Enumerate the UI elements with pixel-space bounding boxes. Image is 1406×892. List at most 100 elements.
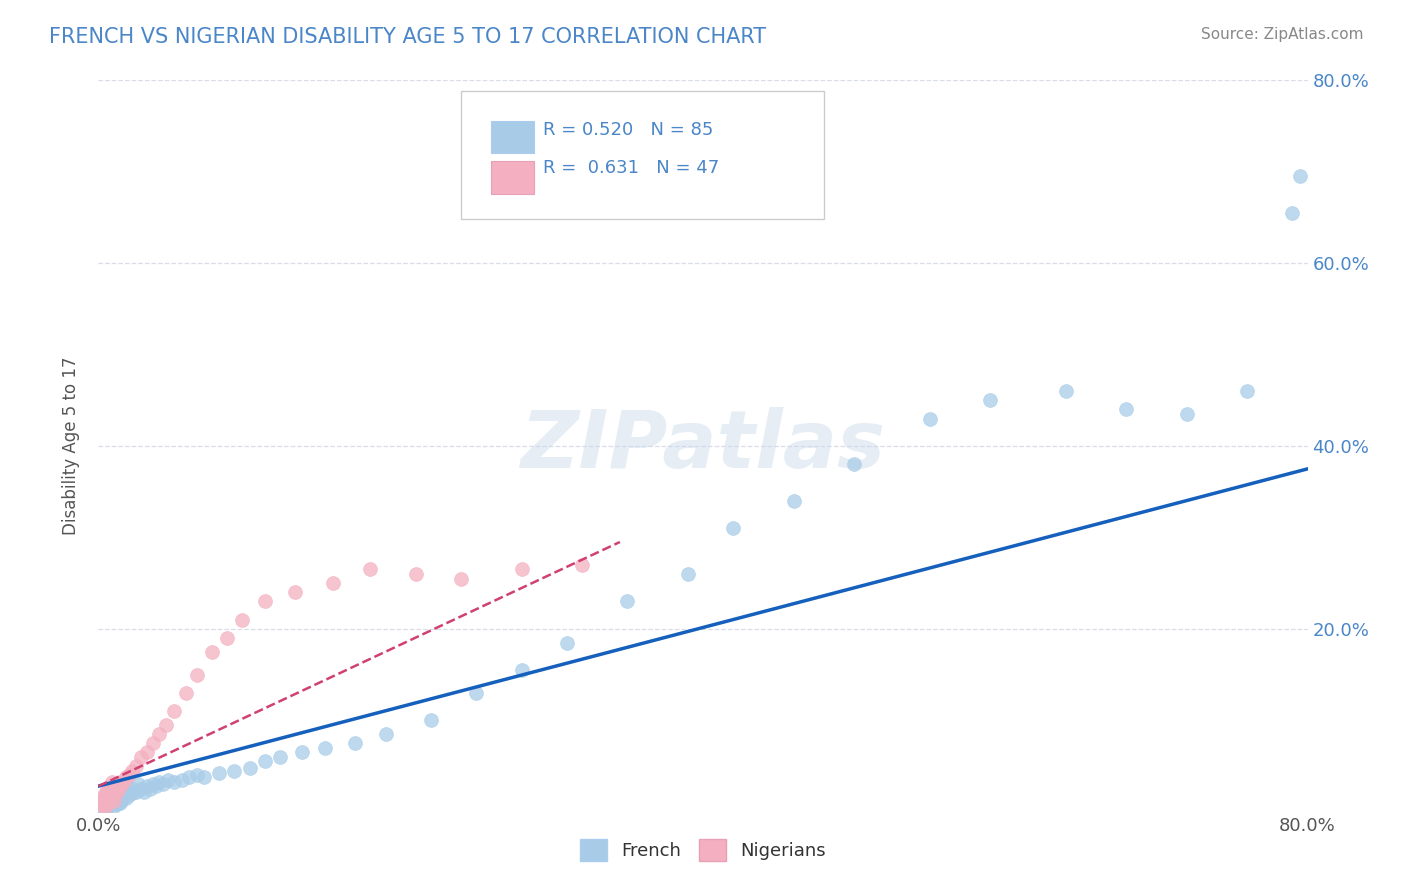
Point xyxy=(115,787,138,801)
Point xyxy=(723,521,745,535)
FancyBboxPatch shape xyxy=(492,161,534,194)
Point xyxy=(110,784,132,798)
Point xyxy=(155,718,177,732)
Point xyxy=(98,798,121,813)
Point xyxy=(139,781,162,796)
Point xyxy=(291,745,314,759)
Point xyxy=(142,777,165,791)
Point xyxy=(127,777,149,791)
Point xyxy=(344,736,367,750)
Point xyxy=(100,796,122,810)
Point xyxy=(96,787,118,801)
Point xyxy=(105,784,128,798)
Point xyxy=(91,797,114,812)
Point xyxy=(374,727,396,741)
Point xyxy=(405,567,427,582)
Point xyxy=(94,796,117,810)
Point xyxy=(253,594,276,608)
Text: FRENCH VS NIGERIAN DISABILITY AGE 5 TO 17 CORRELATION CHART: FRENCH VS NIGERIAN DISABILITY AGE 5 TO 1… xyxy=(49,27,766,46)
Point xyxy=(98,784,121,798)
Point xyxy=(111,775,134,789)
FancyBboxPatch shape xyxy=(492,120,534,153)
Point xyxy=(93,799,115,814)
Point xyxy=(1236,384,1258,398)
Point xyxy=(107,784,129,798)
Point xyxy=(174,686,197,700)
Point xyxy=(112,789,135,803)
Point xyxy=(135,779,157,793)
Point xyxy=(125,759,148,773)
Point xyxy=(284,585,307,599)
Point xyxy=(94,787,117,801)
Point xyxy=(616,594,638,608)
Point xyxy=(148,727,170,741)
Point xyxy=(215,631,238,645)
Point xyxy=(129,749,152,764)
Legend: French, Nigerians: French, Nigerians xyxy=(572,832,834,869)
Point xyxy=(844,457,866,471)
Text: ZIPatlas: ZIPatlas xyxy=(520,407,886,485)
Point xyxy=(208,766,231,780)
Point xyxy=(186,667,208,681)
Point xyxy=(571,558,593,572)
Point xyxy=(100,779,122,793)
Point xyxy=(108,796,131,810)
Point xyxy=(132,784,155,798)
Point xyxy=(103,781,125,796)
Point xyxy=(94,799,117,814)
Point xyxy=(105,791,128,805)
Point xyxy=(93,791,115,805)
Point xyxy=(193,770,215,784)
Point xyxy=(104,787,127,801)
Point xyxy=(101,775,124,789)
Point xyxy=(1281,206,1303,220)
Point xyxy=(108,787,131,801)
Point xyxy=(96,792,118,806)
Point xyxy=(120,784,142,798)
Point xyxy=(101,790,124,805)
Point xyxy=(121,764,143,778)
Point xyxy=(94,789,117,803)
Point xyxy=(110,777,132,791)
Y-axis label: Disability Age 5 to 17: Disability Age 5 to 17 xyxy=(62,357,80,535)
Point xyxy=(114,770,136,784)
Point xyxy=(135,745,157,759)
Point xyxy=(110,794,132,808)
Point xyxy=(105,797,128,812)
Point xyxy=(979,393,1001,408)
Point xyxy=(100,789,122,803)
Point xyxy=(322,576,344,591)
Point xyxy=(107,781,129,796)
Point xyxy=(783,494,806,508)
Text: R =  0.631   N = 47: R = 0.631 N = 47 xyxy=(543,159,720,177)
Point xyxy=(269,749,291,764)
Point xyxy=(186,768,208,782)
Point xyxy=(148,775,170,789)
Point xyxy=(91,794,114,808)
Point xyxy=(98,791,121,805)
Point xyxy=(1115,402,1137,417)
Point xyxy=(239,761,262,775)
FancyBboxPatch shape xyxy=(461,91,824,219)
Point xyxy=(96,797,118,812)
Point xyxy=(1289,169,1312,184)
Point xyxy=(103,781,125,796)
Point xyxy=(1175,407,1198,421)
Point xyxy=(465,686,488,700)
Point xyxy=(105,781,128,796)
Point xyxy=(142,736,165,750)
Point xyxy=(231,613,253,627)
Point xyxy=(156,772,179,787)
Point xyxy=(108,779,131,793)
Point xyxy=(253,755,276,769)
Point xyxy=(93,789,115,803)
Point xyxy=(114,779,136,793)
Point xyxy=(122,781,145,796)
Point xyxy=(179,770,201,784)
Point xyxy=(676,567,699,582)
Point xyxy=(93,797,115,812)
Point xyxy=(314,740,336,755)
Point xyxy=(90,800,112,814)
Point xyxy=(420,714,443,728)
Point xyxy=(101,789,124,803)
